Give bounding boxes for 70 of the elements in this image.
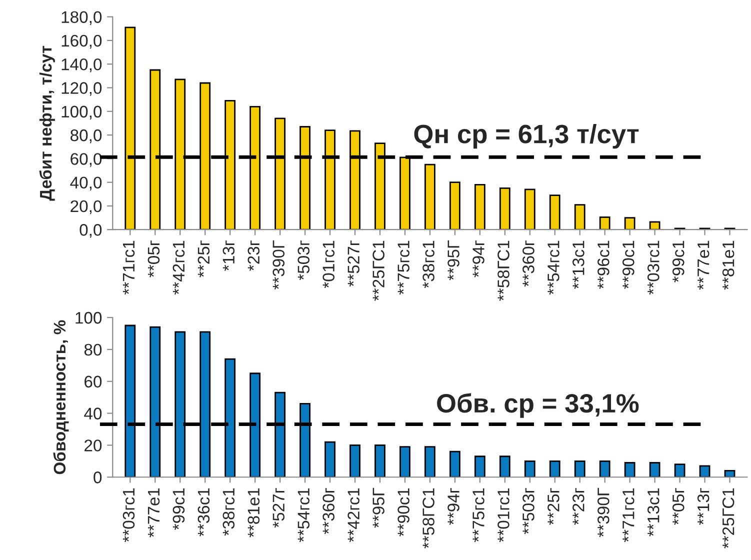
x-tick-label: *38гс1 (422, 240, 434, 288)
y-tick-label: 180,0 (62, 11, 102, 25)
x-tick-label: **390Г (272, 240, 285, 290)
x-tick-label: **03гс1 (122, 488, 135, 542)
y-axis-title: Обводненность, % (53, 320, 69, 474)
ref-line-label: Обв. ср = 33,1% (437, 393, 639, 418)
x-tick-label: **94г (448, 488, 460, 525)
x-tick-label: *01гс1 (322, 240, 334, 288)
x-tick-label: **71гс1 (122, 240, 135, 295)
x-tick-label: **360г (322, 488, 334, 534)
x-tick-label: **58ГС1 (498, 240, 510, 301)
y-tick-label: 100,0 (62, 106, 102, 120)
x-tick-label: **54гс1 (298, 488, 310, 542)
x-tick-label: **13с1 (572, 240, 584, 289)
x-tick-label: **75гс1 (472, 488, 484, 542)
x-tick-label: **96с1 (598, 240, 610, 289)
y-tick-label: 20 (84, 440, 102, 452)
y-tick-label: 160,0 (62, 34, 102, 49)
x-tick-label: **75гс1 (398, 240, 410, 295)
y-tick-label: 40,0 (70, 176, 102, 190)
x-tick-label: **25г (198, 240, 210, 278)
x-tick-label: **95Г (372, 488, 384, 528)
ref-line-label: Qн ср = 61,3 т/сут (414, 124, 639, 149)
x-tick-label: **25ГС1 (722, 488, 734, 548)
x-tick-label: **95Г (448, 240, 460, 280)
x-tick-label: **503г (522, 488, 534, 534)
x-tick-label: *23г (248, 240, 260, 271)
y-axis-title: Дебит нефти, т/сут (39, 46, 55, 201)
x-tick-label: **390Г (598, 488, 610, 538)
x-tick-label: **13г (697, 488, 710, 525)
x-tick-label: *99с1 (172, 488, 185, 530)
x-tick-label: **527г (348, 240, 360, 287)
x-tick-label: *503г (298, 240, 310, 280)
y-tick-label: 20,0 (70, 200, 102, 214)
x-tick-label: **94г (472, 240, 484, 278)
x-tick-label: **81е1 (248, 488, 260, 538)
x-tick-label: **58ГС1 (422, 488, 434, 548)
x-tick-label: **71гс1 (622, 488, 634, 542)
x-tick-label: **90с1 (398, 488, 410, 536)
x-tick-label: **05г (672, 488, 684, 525)
y-tick-label: 120,0 (62, 82, 102, 96)
x-tick-label: **81е1 (722, 240, 734, 290)
x-tick-label: **77е1 (148, 488, 160, 538)
x-tick-label: **77е1 (698, 240, 710, 290)
y-tick-label: 100 (76, 312, 102, 324)
x-tick-label: *38гс1 (222, 488, 235, 536)
x-tick-label: **23г (572, 488, 584, 525)
x-tick-label: **01гс1 (498, 488, 510, 542)
x-tick-label: **360г (522, 240, 534, 287)
x-tick-label: **54гс1 (548, 240, 560, 295)
y-tick-label: 0,0 (80, 224, 102, 238)
x-tick-label: **25г (548, 488, 560, 525)
y-tick-label: 0 (94, 472, 102, 484)
x-tick-label: **05г (148, 240, 160, 278)
y-tick-label: 80,0 (70, 129, 102, 144)
x-tick-label: **36с1 (198, 488, 210, 536)
x-tick-label: **90с1 (622, 240, 634, 289)
x-tick-label: *527г (272, 488, 285, 528)
x-tick-label: **42гс1 (348, 488, 360, 542)
y-tick-label: 80 (84, 344, 102, 356)
x-tick-label: *13г (222, 240, 235, 271)
x-tick-label: **25ГС1 (372, 240, 384, 301)
x-tick-label: *99с1 (672, 240, 684, 282)
x-tick-label: **03гс1 (647, 240, 660, 295)
x-tick-label: **13с1 (647, 488, 660, 536)
y-tick-label: 40 (84, 408, 102, 420)
y-tick-label: 60 (84, 376, 102, 388)
x-tick-label: **42гс1 (172, 240, 185, 295)
y-tick-label: 60,0 (70, 153, 102, 167)
y-tick-label: 140,0 (62, 58, 102, 72)
